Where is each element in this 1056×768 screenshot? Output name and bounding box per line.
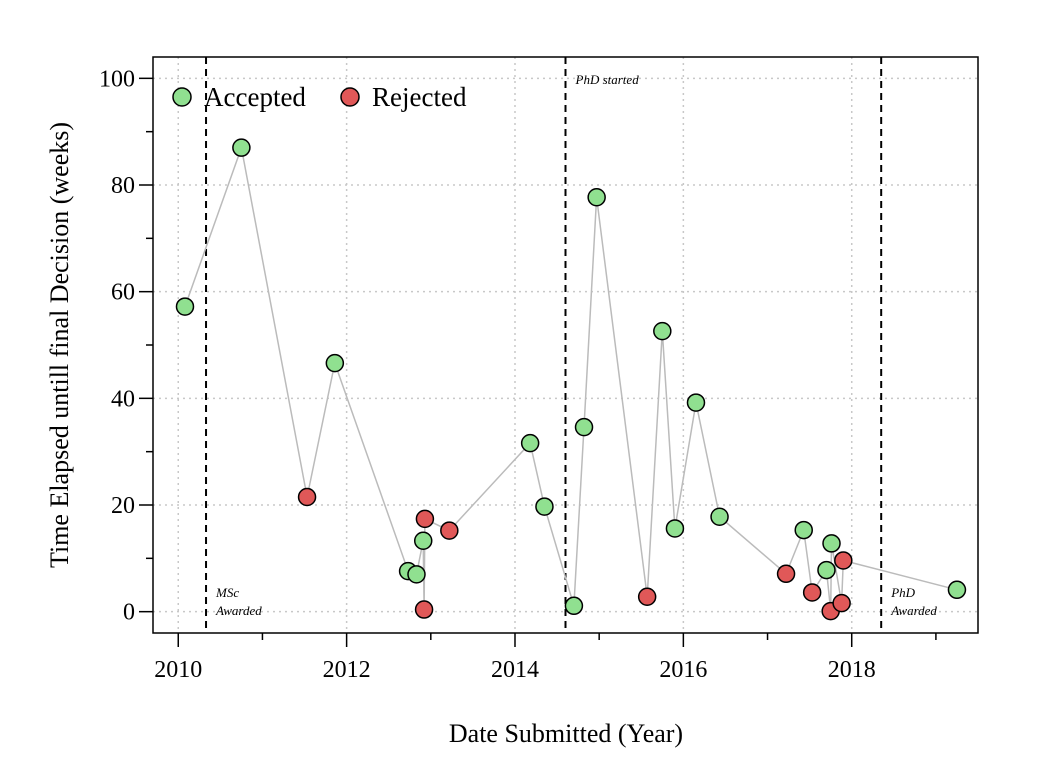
rejected-point: [832, 593, 851, 613]
accepted-point: [564, 596, 584, 616]
y-tick-label: 60: [111, 280, 135, 306]
reference-line-label: MSc: [215, 585, 239, 600]
x-tick-label: 2018: [828, 657, 876, 683]
accepted-point: [710, 507, 729, 526]
x-axis-title: Date Submitted (Year): [449, 719, 683, 748]
y-tick-label: 100: [99, 66, 135, 92]
accepted-point: [175, 297, 195, 316]
grid-lines: [153, 57, 978, 633]
legend-marker-rejected: [340, 87, 360, 107]
x-tick-label: 2016: [659, 657, 707, 683]
accepted-point: [325, 353, 345, 373]
y-tick-label: 0: [123, 600, 135, 626]
legend-label-accepted: Accepted: [204, 82, 306, 112]
accepted-point: [947, 580, 967, 600]
accepted-point: [520, 433, 540, 453]
accepted-point: [653, 321, 672, 341]
connector-line: [184, 144, 958, 612]
rejected-point: [415, 509, 435, 529]
accepted-point: [587, 188, 606, 207]
x-axis: 2010 2012 2014 2016 2018: [154, 633, 937, 683]
connector-polyline: [184, 144, 958, 612]
reference-line-label: PhD started: [575, 72, 640, 87]
vertical-reference-lines: MSc Awarded PhD started PhD Awarded: [205, 57, 937, 633]
legend: Accepted Rejected: [172, 82, 467, 112]
reference-line-label: Awarded: [890, 603, 937, 618]
y-axis: 0 20 40 60 80 100: [99, 66, 153, 626]
accepted-point: [794, 520, 813, 540]
rejected-point: [440, 521, 459, 540]
accepted-point: [822, 534, 841, 553]
rejected-point: [297, 487, 317, 507]
legend-label-rejected: Rejected: [372, 82, 467, 112]
rejected-point: [637, 587, 657, 606]
accepted-point: [574, 417, 594, 437]
x-tick-label: 2014: [491, 657, 539, 683]
rejected-point: [776, 564, 796, 584]
rejected-point: [414, 600, 434, 619]
x-tick-label: 2010: [154, 657, 202, 683]
accepted-point: [535, 497, 554, 516]
y-axis-title: Time Elapsed untill final Decision (week…: [45, 122, 74, 568]
accepted-point: [665, 519, 685, 538]
y-tick-label: 40: [111, 386, 135, 412]
accepted-point: [407, 565, 426, 584]
accepted-point: [232, 138, 251, 157]
accepted-point: [413, 531, 433, 550]
accepted-point: [686, 393, 706, 412]
accepted-point: [817, 560, 836, 580]
x-tick-label: 2012: [323, 657, 371, 683]
data-points: [175, 138, 967, 621]
reference-line-label: Awarded: [215, 603, 262, 618]
y-tick-label: 20: [111, 493, 135, 519]
reference-line-label: PhD: [890, 585, 915, 600]
legend-marker-accepted: [172, 87, 192, 107]
rejected-point: [802, 583, 822, 602]
y-tick-label: 80: [111, 173, 135, 199]
rejected-point: [834, 551, 853, 570]
